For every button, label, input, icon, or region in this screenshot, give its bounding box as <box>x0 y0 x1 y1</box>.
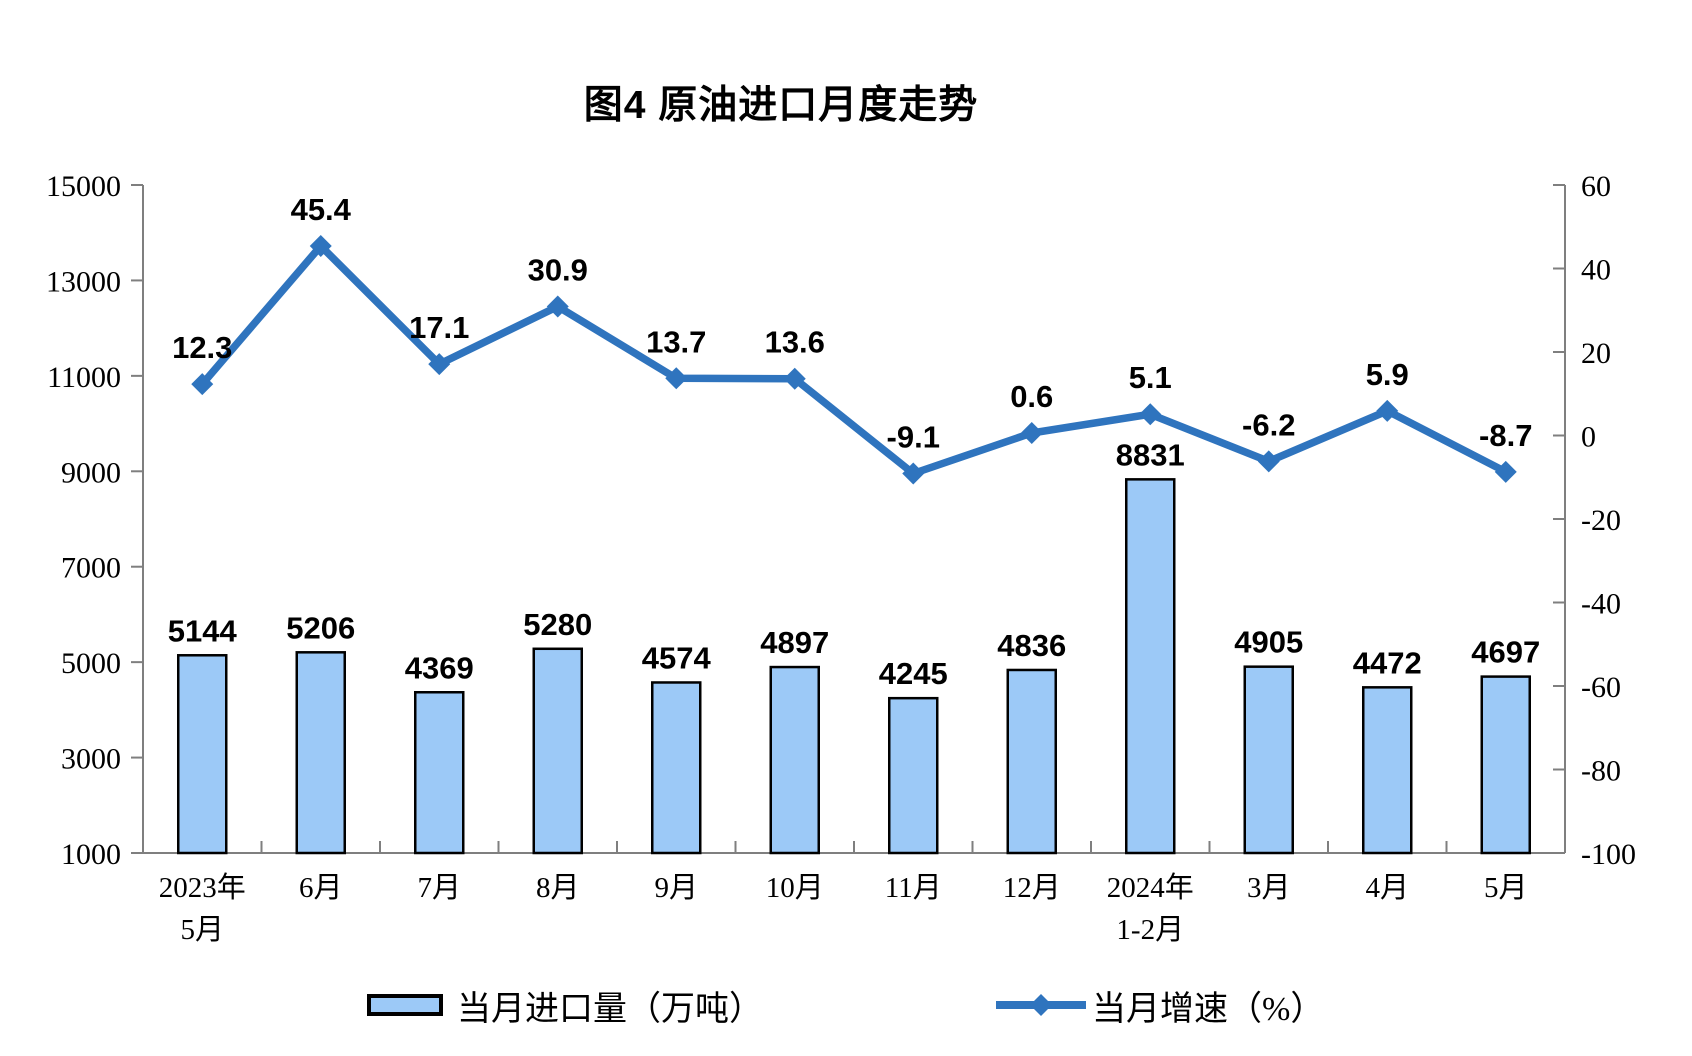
x-axis-category-label: 8月 <box>536 872 580 904</box>
line-marker-diamond-icon <box>1376 399 1399 422</box>
bar-series-swatch-icon <box>367 994 443 1016</box>
line-marker-diamond-icon <box>1139 403 1162 426</box>
bar-import-volume <box>1480 675 1531 855</box>
left-axis-tick-label: 7000 <box>61 552 121 585</box>
bar-import-volume <box>295 651 346 855</box>
bar-import-volume <box>769 665 820 855</box>
bar-value-label: 5206 <box>286 610 355 645</box>
bar-import-volume <box>1125 478 1176 855</box>
line-value-label: 12.3 <box>172 330 232 365</box>
line-marker-diamond-icon <box>309 234 332 257</box>
bar-import-volume <box>177 654 228 855</box>
line-series-swatch-icon <box>996 994 1086 1016</box>
x-axis-category-label: 5月 <box>180 914 224 946</box>
chart-title: 图4 原油进口月度走势 <box>583 84 979 127</box>
chart-plot-area: 1000 3000 5000 7000 9000 11000 13000 15000 -100 -… <box>46 170 1636 946</box>
bar-value-label: 4574 <box>642 640 712 675</box>
line-value-label: 13.6 <box>765 325 825 360</box>
legend-item-import-volume: 当月进口量（万吨） <box>367 985 763 1028</box>
bar-import-volume <box>888 696 939 855</box>
line-value-label: -6.2 <box>1242 407 1295 442</box>
right-axis-tick-label: 40 <box>1581 254 1611 287</box>
line-value-label: 30.9 <box>528 252 588 287</box>
right-axis-tick-label: 60 <box>1581 170 1611 203</box>
bar-value-label: 4897 <box>760 625 829 660</box>
line-value-label: 13.7 <box>646 324 706 359</box>
bar-value-label: 5280 <box>523 607 592 642</box>
x-axis-category-label: 3月 <box>1247 872 1291 904</box>
bar-value-label: 4472 <box>1353 645 1422 680</box>
line-value-label: 17.1 <box>409 310 469 345</box>
line-marker-diamond-icon <box>546 295 569 318</box>
bar-value-label: 4697 <box>1471 635 1540 670</box>
legend-label-import-volume: 当月进口量（万吨） <box>457 990 763 1028</box>
right-axis-tick-label: -80 <box>1581 755 1621 788</box>
right-axis-tick-label: -20 <box>1581 504 1621 537</box>
bar-import-volume <box>651 681 702 855</box>
right-axis-tick-label: -40 <box>1581 588 1621 621</box>
bar-import-volume <box>414 691 465 855</box>
left-axis-tick-label: 11000 <box>47 361 121 394</box>
right-axis-tick-label: -100 <box>1581 838 1636 871</box>
left-axis-tick-label: 15000 <box>46 170 121 203</box>
line-marker-diamond-icon <box>1257 450 1280 473</box>
left-axis-tick-label: 3000 <box>61 743 121 776</box>
bar-import-volume <box>1006 668 1057 855</box>
line-marker-diamond-icon <box>665 367 688 390</box>
x-axis-category-label: 7月 <box>417 872 461 904</box>
line-value-label: 5.9 <box>1366 357 1409 392</box>
x-axis-category-label: 2023年 <box>159 871 246 904</box>
line-marker-diamond-icon <box>1020 421 1043 444</box>
x-axis-category-label: 11月 <box>885 872 942 904</box>
x-axis-category-label: 10月 <box>766 872 824 904</box>
line-marker-diamond-icon <box>191 373 214 396</box>
line-value-label: -8.7 <box>1479 418 1532 453</box>
line-value-label: 5.1 <box>1129 360 1172 395</box>
line-value-label: 0.6 <box>1010 379 1053 414</box>
right-axis-tick-label: 0 <box>1581 421 1596 454</box>
bar-value-label: 5144 <box>168 613 238 648</box>
left-axis-tick-label: 13000 <box>46 265 121 298</box>
x-axis-category-label: 5月 <box>1484 872 1528 904</box>
left-axis-tick-label: 5000 <box>61 647 121 680</box>
left-axis-tick-label: 1000 <box>61 838 121 871</box>
x-axis-category-label: 12月 <box>1003 872 1061 904</box>
left-axis-tick-label: 9000 <box>61 456 121 489</box>
right-axis-tick-label: -60 <box>1581 671 1621 704</box>
x-axis-category-label: 4月 <box>1365 872 1409 904</box>
bar-value-label: 4245 <box>879 656 948 691</box>
bar-import-volume <box>1362 686 1413 855</box>
line-marker-diamond-icon <box>1494 460 1517 483</box>
x-axis-category-label: 2024年 <box>1107 871 1194 904</box>
x-axis-category-label: 9月 <box>654 872 698 904</box>
x-axis-category-label: 6月 <box>299 872 343 904</box>
line-marker-diamond-icon <box>783 367 806 390</box>
line-growth-rate <box>198 242 1510 478</box>
line-value-label: 45.4 <box>291 192 352 227</box>
legend-label-growth-rate: 当月增速（%） <box>1092 990 1325 1028</box>
right-axis-tick-label: 20 <box>1581 337 1611 370</box>
bar-value-label: 4836 <box>997 628 1066 663</box>
bar-value-label: 8831 <box>1116 437 1185 472</box>
line-marker-diamond-icon <box>428 353 451 376</box>
bar-value-label: 4905 <box>1234 625 1303 660</box>
legend-item-growth-rate: 当月增速（%） <box>996 985 1324 1028</box>
line-marker-diamond-icon <box>902 462 925 485</box>
bar-value-label: 4369 <box>405 650 474 685</box>
line-value-label: -9.1 <box>887 419 940 454</box>
bar-import-volume <box>1243 665 1294 855</box>
x-axis-category-label: 1-2月 <box>1116 914 1184 946</box>
bar-import-volume <box>532 647 583 855</box>
